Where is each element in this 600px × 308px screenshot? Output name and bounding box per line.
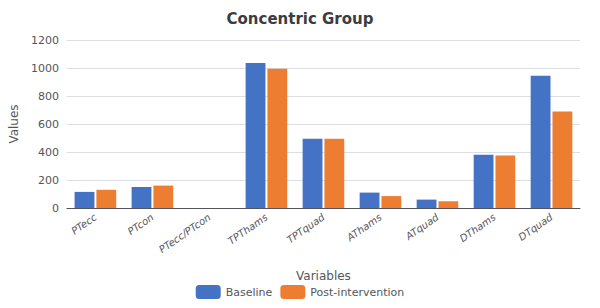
svg-text:0: 0	[52, 202, 59, 215]
svg-text:Baseline: Baseline	[226, 286, 273, 299]
svg-text:TPTquad: TPTquad	[285, 211, 327, 245]
svg-text:PTcon: PTcon	[126, 211, 156, 237]
svg-text:1000: 1000	[31, 62, 59, 75]
svg-text:600: 600	[38, 118, 59, 131]
svg-text:Variables: Variables	[296, 269, 351, 283]
svg-text:DThams: DThams	[458, 211, 498, 244]
svg-text:Post-intervention: Post-intervention	[310, 286, 404, 299]
svg-text:1200: 1200	[31, 34, 59, 47]
svg-text:TPThams: TPThams	[226, 211, 270, 246]
svg-text:Concentric Group: Concentric Group	[227, 10, 374, 28]
svg-text:200: 200	[38, 174, 59, 187]
svg-text:400: 400	[38, 146, 59, 159]
svg-text:PTecc: PTecc	[69, 211, 99, 236]
svg-text:800: 800	[38, 90, 59, 103]
svg-text:DTquad: DTquad	[516, 211, 555, 243]
svg-text:ATquad: ATquad	[403, 211, 441, 242]
svg-text:Values: Values	[7, 104, 21, 143]
svg-text:AThams: AThams	[344, 211, 384, 243]
svg-text:PTecc/PTcon: PTecc/PTcon	[157, 211, 213, 255]
